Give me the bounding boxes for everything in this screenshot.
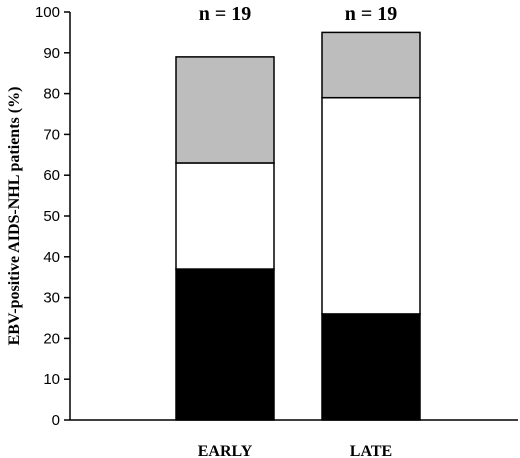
bar-segment-early-2 [175, 162, 275, 270]
bar-segment-late-2 [321, 96, 421, 315]
y-tick-label: 60 [43, 167, 60, 184]
y-axis-ticks: 0 10 20 30 40 50 60 70 80 90 100 [35, 4, 70, 429]
bar-segment-late-3 [321, 31, 421, 99]
y-tick-label: 80 [43, 86, 60, 103]
x-category-label: EARLY [198, 443, 253, 458]
bar-segment-early-3 [175, 56, 275, 164]
n-label: n = 19 [199, 3, 252, 25]
y-tick-label: 30 [43, 290, 60, 307]
y-tick-label: 100 [35, 4, 60, 21]
labels: EARLY n = 19 LATE n = 19 [198, 3, 398, 458]
x-category-label: LATE [350, 443, 392, 458]
y-tick-label: 70 [43, 126, 60, 143]
y-tick-label: 20 [43, 330, 60, 347]
n-label: n = 19 [345, 3, 398, 25]
bars [175, 31, 421, 421]
y-tick-label: 0 [52, 412, 60, 429]
y-tick-label: 40 [43, 249, 60, 266]
y-tick-label: 50 [43, 208, 60, 225]
y-axis-label: EBV-positive AIDS-NHL patients (%) [6, 87, 23, 346]
bar-segment-late-1 [321, 313, 421, 421]
bar-segment-early-1 [175, 268, 275, 421]
y-tick-label: 10 [43, 371, 60, 388]
y-tick-label: 90 [43, 45, 60, 62]
